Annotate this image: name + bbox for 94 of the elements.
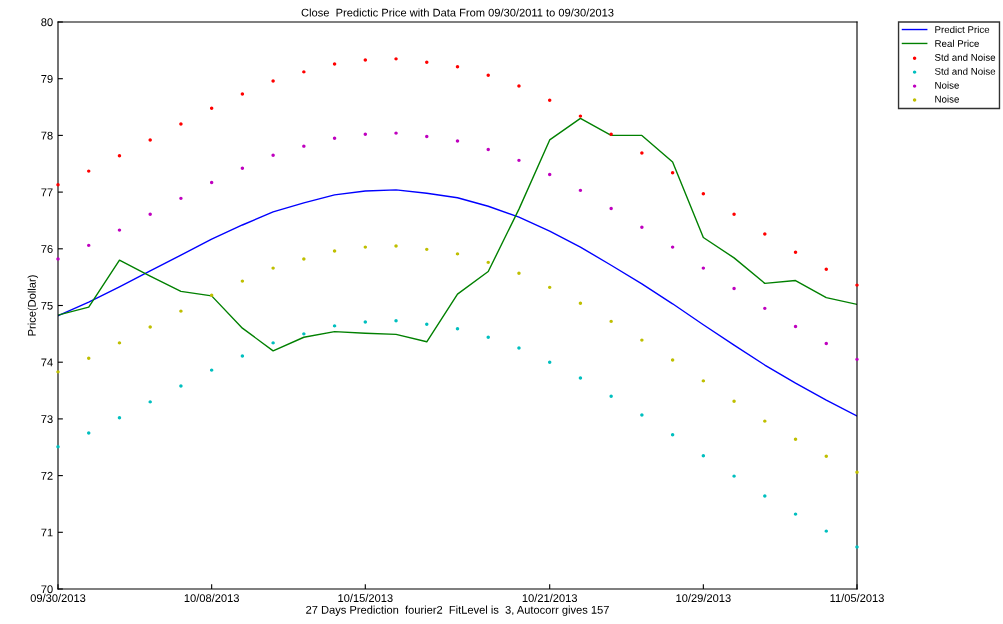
point: [670, 433, 675, 437]
y-tick-label: 76: [41, 245, 53, 253]
point: [763, 232, 767, 236]
point: [855, 545, 859, 549]
x-tick-label: 11/05/2013: [830, 593, 884, 603]
point: [793, 437, 798, 442]
x-tick-label: 09/30/2013: [30, 593, 86, 603]
legend-label: Noise: [935, 81, 959, 89]
y-tick-label: 74: [41, 358, 53, 367]
point: [302, 257, 306, 261]
y-tick-label: 73: [41, 415, 53, 424]
point: [824, 529, 828, 533]
point: [117, 154, 122, 158]
point: [793, 250, 798, 254]
point: [271, 153, 275, 157]
point: [701, 379, 706, 383]
point: [640, 338, 644, 342]
point: [609, 394, 613, 398]
point: [363, 320, 368, 324]
point: [332, 136, 337, 140]
x-tick-label: 10/15/2013: [338, 593, 393, 603]
legend-label: Real Price: [935, 39, 979, 47]
point: [148, 325, 152, 329]
point: [517, 346, 521, 350]
point: [394, 244, 398, 248]
point: [578, 301, 583, 305]
y-tick-label: 77: [41, 188, 53, 197]
point: [455, 327, 460, 331]
x-axis-title: 27 Days Prediction fourier2 FitLevel is 3, Autocorr gives 157: [306, 605, 609, 616]
point: [271, 79, 275, 83]
point: [179, 196, 183, 201]
point: [732, 212, 736, 216]
point: [240, 279, 245, 283]
point: [363, 245, 368, 249]
point: [609, 319, 613, 324]
point: [609, 132, 613, 136]
point: [394, 57, 398, 61]
y-tick-label: 79: [41, 74, 53, 83]
point: [117, 416, 122, 420]
point: [271, 341, 275, 345]
point: [640, 151, 644, 155]
point: [240, 166, 245, 170]
y-tick-label: 78: [41, 131, 53, 140]
point: [209, 293, 214, 297]
point: [486, 147, 490, 152]
point: [271, 266, 275, 270]
point: [547, 285, 552, 290]
legend-label: Std and Noise: [934, 53, 996, 61]
legend-label: Predict Price: [935, 25, 990, 34]
point: [855, 470, 859, 474]
point: [732, 399, 736, 404]
point: [394, 319, 398, 323]
line-series: [58, 189, 857, 417]
point: [209, 368, 214, 372]
point: [56, 370, 60, 374]
point: [87, 169, 91, 173]
point: [578, 188, 583, 193]
point: [148, 138, 152, 142]
point: [425, 134, 429, 139]
y-tick-label: 80: [41, 18, 53, 27]
x-tick-label: 10/08/2013: [184, 593, 239, 603]
point: [455, 65, 460, 69]
point: [179, 384, 183, 388]
point: [87, 243, 91, 248]
point: [148, 400, 152, 404]
point: [763, 494, 767, 498]
point: [640, 413, 644, 417]
point: [732, 474, 736, 478]
point: [793, 324, 798, 329]
y-tick-label: 75: [41, 301, 53, 310]
y-tick-label: 70: [41, 585, 53, 594]
x-tick-label: 10/21/2013: [522, 593, 578, 603]
legend-label: Std and Noise: [934, 67, 996, 75]
point: [517, 84, 521, 88]
point: [855, 283, 859, 287]
point: [302, 70, 306, 74]
point: [640, 225, 644, 229]
point: [87, 431, 91, 435]
y-tick-label: 72: [41, 471, 53, 480]
point: [56, 257, 60, 261]
point: [701, 266, 706, 270]
chart-title: Close Predictic Price with Data From 09/30/2011 to 09/30/2013: [301, 8, 614, 17]
point: [547, 172, 552, 177]
y-axis-title: Price(Dollar): [27, 275, 38, 336]
point: [517, 271, 521, 275]
legend-label: Noise: [935, 95, 959, 103]
x-tick-label: 10/29/2013: [676, 593, 731, 603]
point: [179, 122, 183, 126]
point: [209, 180, 214, 185]
point: [179, 309, 183, 313]
point: [394, 131, 398, 135]
point: [824, 341, 828, 346]
point: [209, 106, 214, 110]
y-tick-label: 71: [41, 528, 53, 537]
